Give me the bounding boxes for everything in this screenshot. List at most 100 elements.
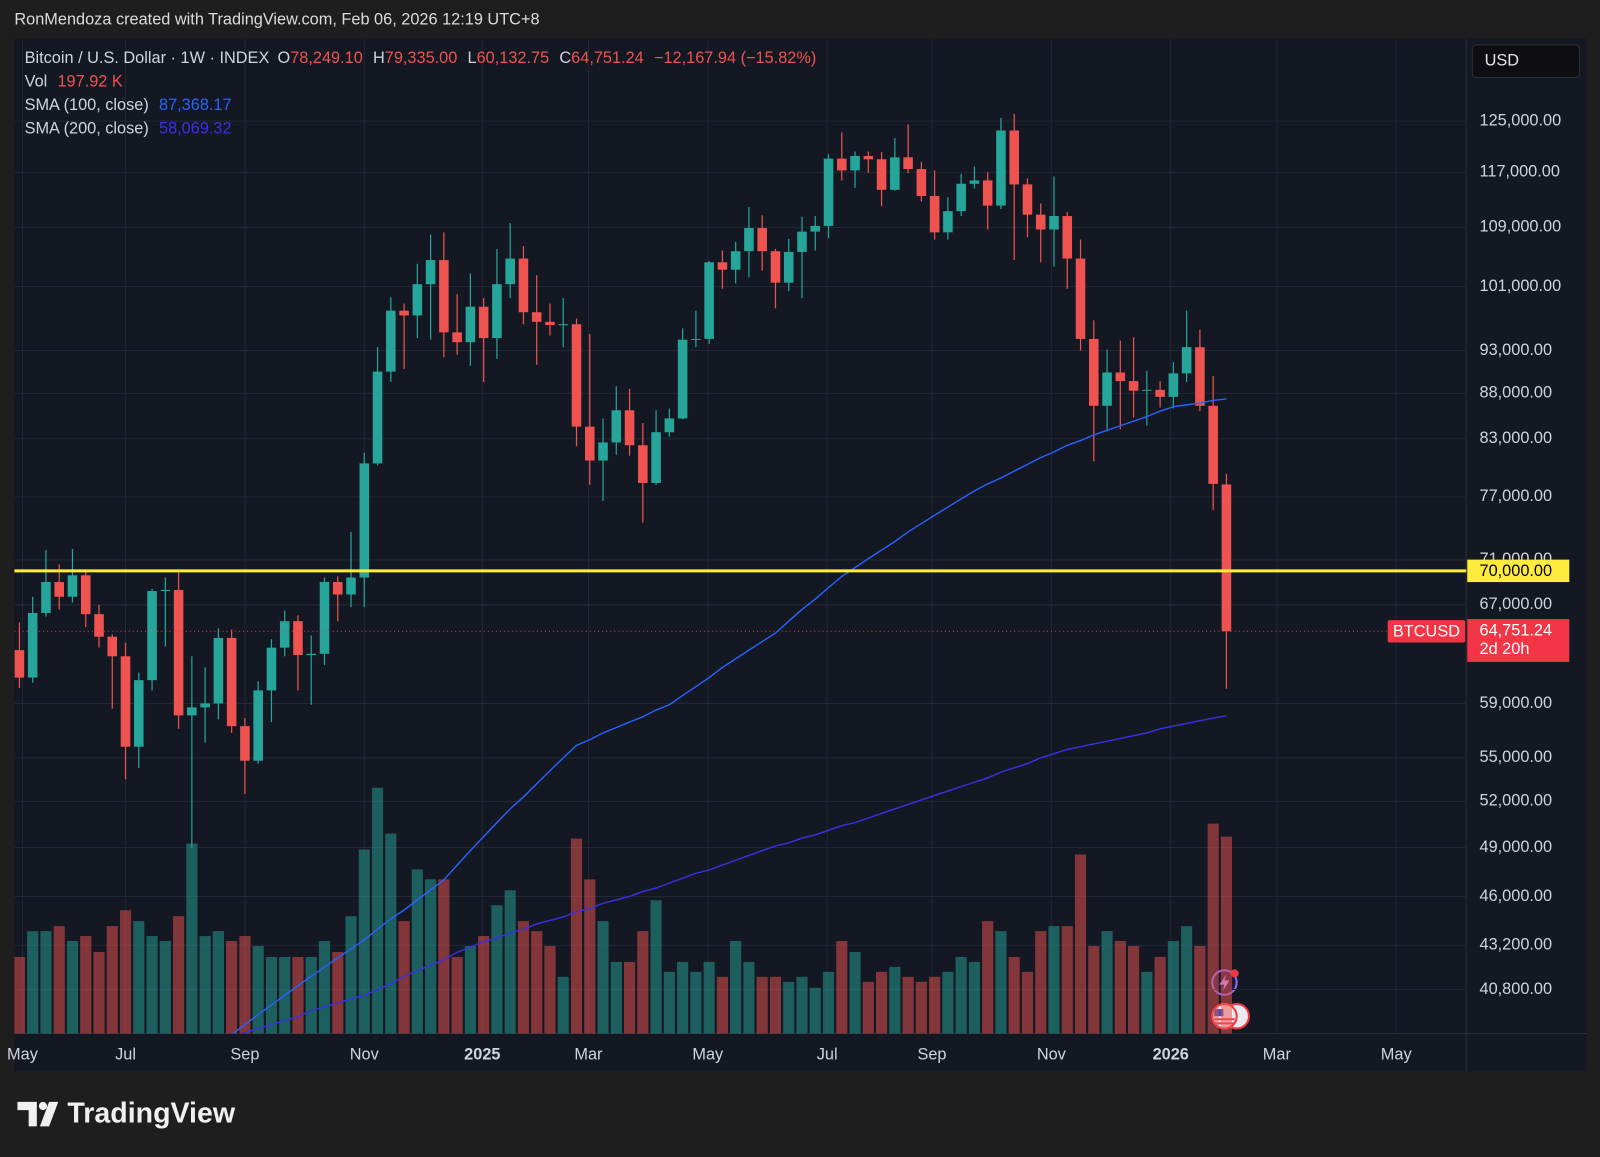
volume-bar: [451, 956, 463, 1034]
legend-row: SMA (200, close) 58,069.32: [25, 120, 232, 138]
candle-body: [624, 410, 635, 446]
x-tick-label: Sep: [917, 1045, 946, 1063]
volume-bar: [716, 976, 728, 1034]
legend-symbol: Bitcoin / U.S. Dollar · 1W · INDEX: [25, 49, 270, 67]
candle-body: [386, 310, 396, 372]
volume-bar: [199, 936, 211, 1034]
volume-bar: [822, 971, 835, 1034]
volume-bar: [517, 921, 530, 1034]
candle-body: [1168, 373, 1179, 397]
candle-body: [465, 306, 476, 343]
x-tick-label: Sep: [230, 1045, 259, 1063]
candle-body: [890, 157, 900, 190]
candle-body: [1128, 381, 1139, 391]
y-tick-label: 43,200.00: [1480, 936, 1553, 954]
volume-bar: [610, 961, 622, 1034]
volume-bar: [438, 879, 450, 1034]
candle-body: [704, 262, 714, 339]
volume-bar: [332, 951, 344, 1034]
candle-body: [943, 211, 953, 233]
volume-bar: [862, 981, 874, 1034]
y-tick-label: 125,000.00: [1480, 111, 1562, 129]
volume-bar: [756, 976, 768, 1034]
x-tick-label: May: [7, 1045, 39, 1063]
x-tick-label: Jul: [115, 1045, 136, 1063]
volume-bar: [173, 916, 185, 1034]
candle-body: [664, 418, 675, 433]
candle-body: [730, 251, 741, 270]
volume-bar: [796, 976, 808, 1034]
volume-bar: [1035, 931, 1047, 1034]
candle-body: [253, 690, 263, 761]
candle-body: [346, 577, 356, 595]
candle-body: [1142, 389, 1152, 391]
candle-body: [876, 159, 887, 190]
candle-body: [598, 442, 608, 461]
y-tick-label: 117,000.00: [1480, 163, 1560, 181]
y-tick-label: 101,000.00: [1480, 277, 1562, 295]
volume-bar: [1207, 823, 1219, 1034]
volume-bar: [478, 936, 490, 1034]
volume-bar: [730, 941, 742, 1034]
candle-body: [996, 130, 1006, 206]
legend-series-name: SMA (100, close): [25, 96, 149, 114]
legend-value: 78,249.10: [290, 49, 363, 67]
currency-button[interactable]: [1471, 44, 1581, 79]
level-label: 70,000.00: [1480, 562, 1553, 580]
x-tick-label: May: [692, 1045, 724, 1063]
candle-body: [160, 589, 171, 592]
y-tick-label: 67,000.00: [1480, 595, 1553, 613]
candle-body: [837, 158, 847, 171]
candle-body: [80, 575, 91, 615]
candle-body: [1009, 130, 1019, 185]
candle-body: [797, 231, 807, 252]
volume-bar: [597, 921, 609, 1034]
footer-brand: TradingView: [67, 1098, 235, 1130]
candle-body: [1022, 184, 1033, 215]
volume-bar: [955, 956, 967, 1034]
volume-bar: [1074, 854, 1087, 1034]
volume-bar: [663, 971, 675, 1034]
volume-bar: [119, 910, 132, 1034]
y-tick-label: 46,000.00: [1480, 887, 1553, 905]
candle-body: [677, 339, 688, 419]
logo-mark: [38, 1101, 48, 1111]
x-tick-label: Jul: [817, 1045, 838, 1063]
flag-canton: [1214, 1009, 1224, 1017]
candle-body: [863, 156, 874, 160]
x-tick-label: 2025: [464, 1045, 500, 1063]
volume-bar: [318, 941, 331, 1034]
y-tick-label: 55,000.00: [1480, 748, 1553, 766]
legend-row: Vol 197.92 K: [25, 73, 123, 91]
volume-bar: [982, 921, 994, 1034]
footer-logo: TradingView: [17, 1098, 236, 1130]
volume-bar: [650, 900, 662, 1034]
candle-body: [850, 156, 860, 171]
x-tick-label: May: [1381, 1045, 1413, 1063]
candle-body: [200, 703, 210, 708]
currency-label[interactable]: USD: [1485, 52, 1519, 70]
volume-bar: [239, 936, 251, 1034]
volume-bar: [769, 976, 782, 1034]
candle-body: [226, 637, 237, 727]
legend-prefix: O: [277, 49, 290, 67]
candle-body: [54, 582, 64, 597]
volume-bar: [252, 946, 264, 1034]
volume-bar: [968, 961, 980, 1034]
candle-body: [120, 656, 131, 747]
candle-body: [611, 410, 622, 443]
candle-body: [67, 575, 78, 597]
symbol-tag: BTCUSD: [1393, 623, 1460, 641]
candle-body: [1049, 216, 1059, 230]
candle-body: [134, 680, 144, 747]
volume-bar: [1114, 941, 1126, 1034]
volume-bar: [371, 787, 384, 1034]
volume-bar: [677, 961, 689, 1034]
symbol-tag-box: [1387, 620, 1466, 643]
candle-body: [770, 251, 781, 283]
volume-bar: [305, 956, 317, 1034]
candle-body: [173, 589, 184, 716]
candle-body: [14, 650, 25, 678]
chart-panel: [14, 38, 1587, 1072]
